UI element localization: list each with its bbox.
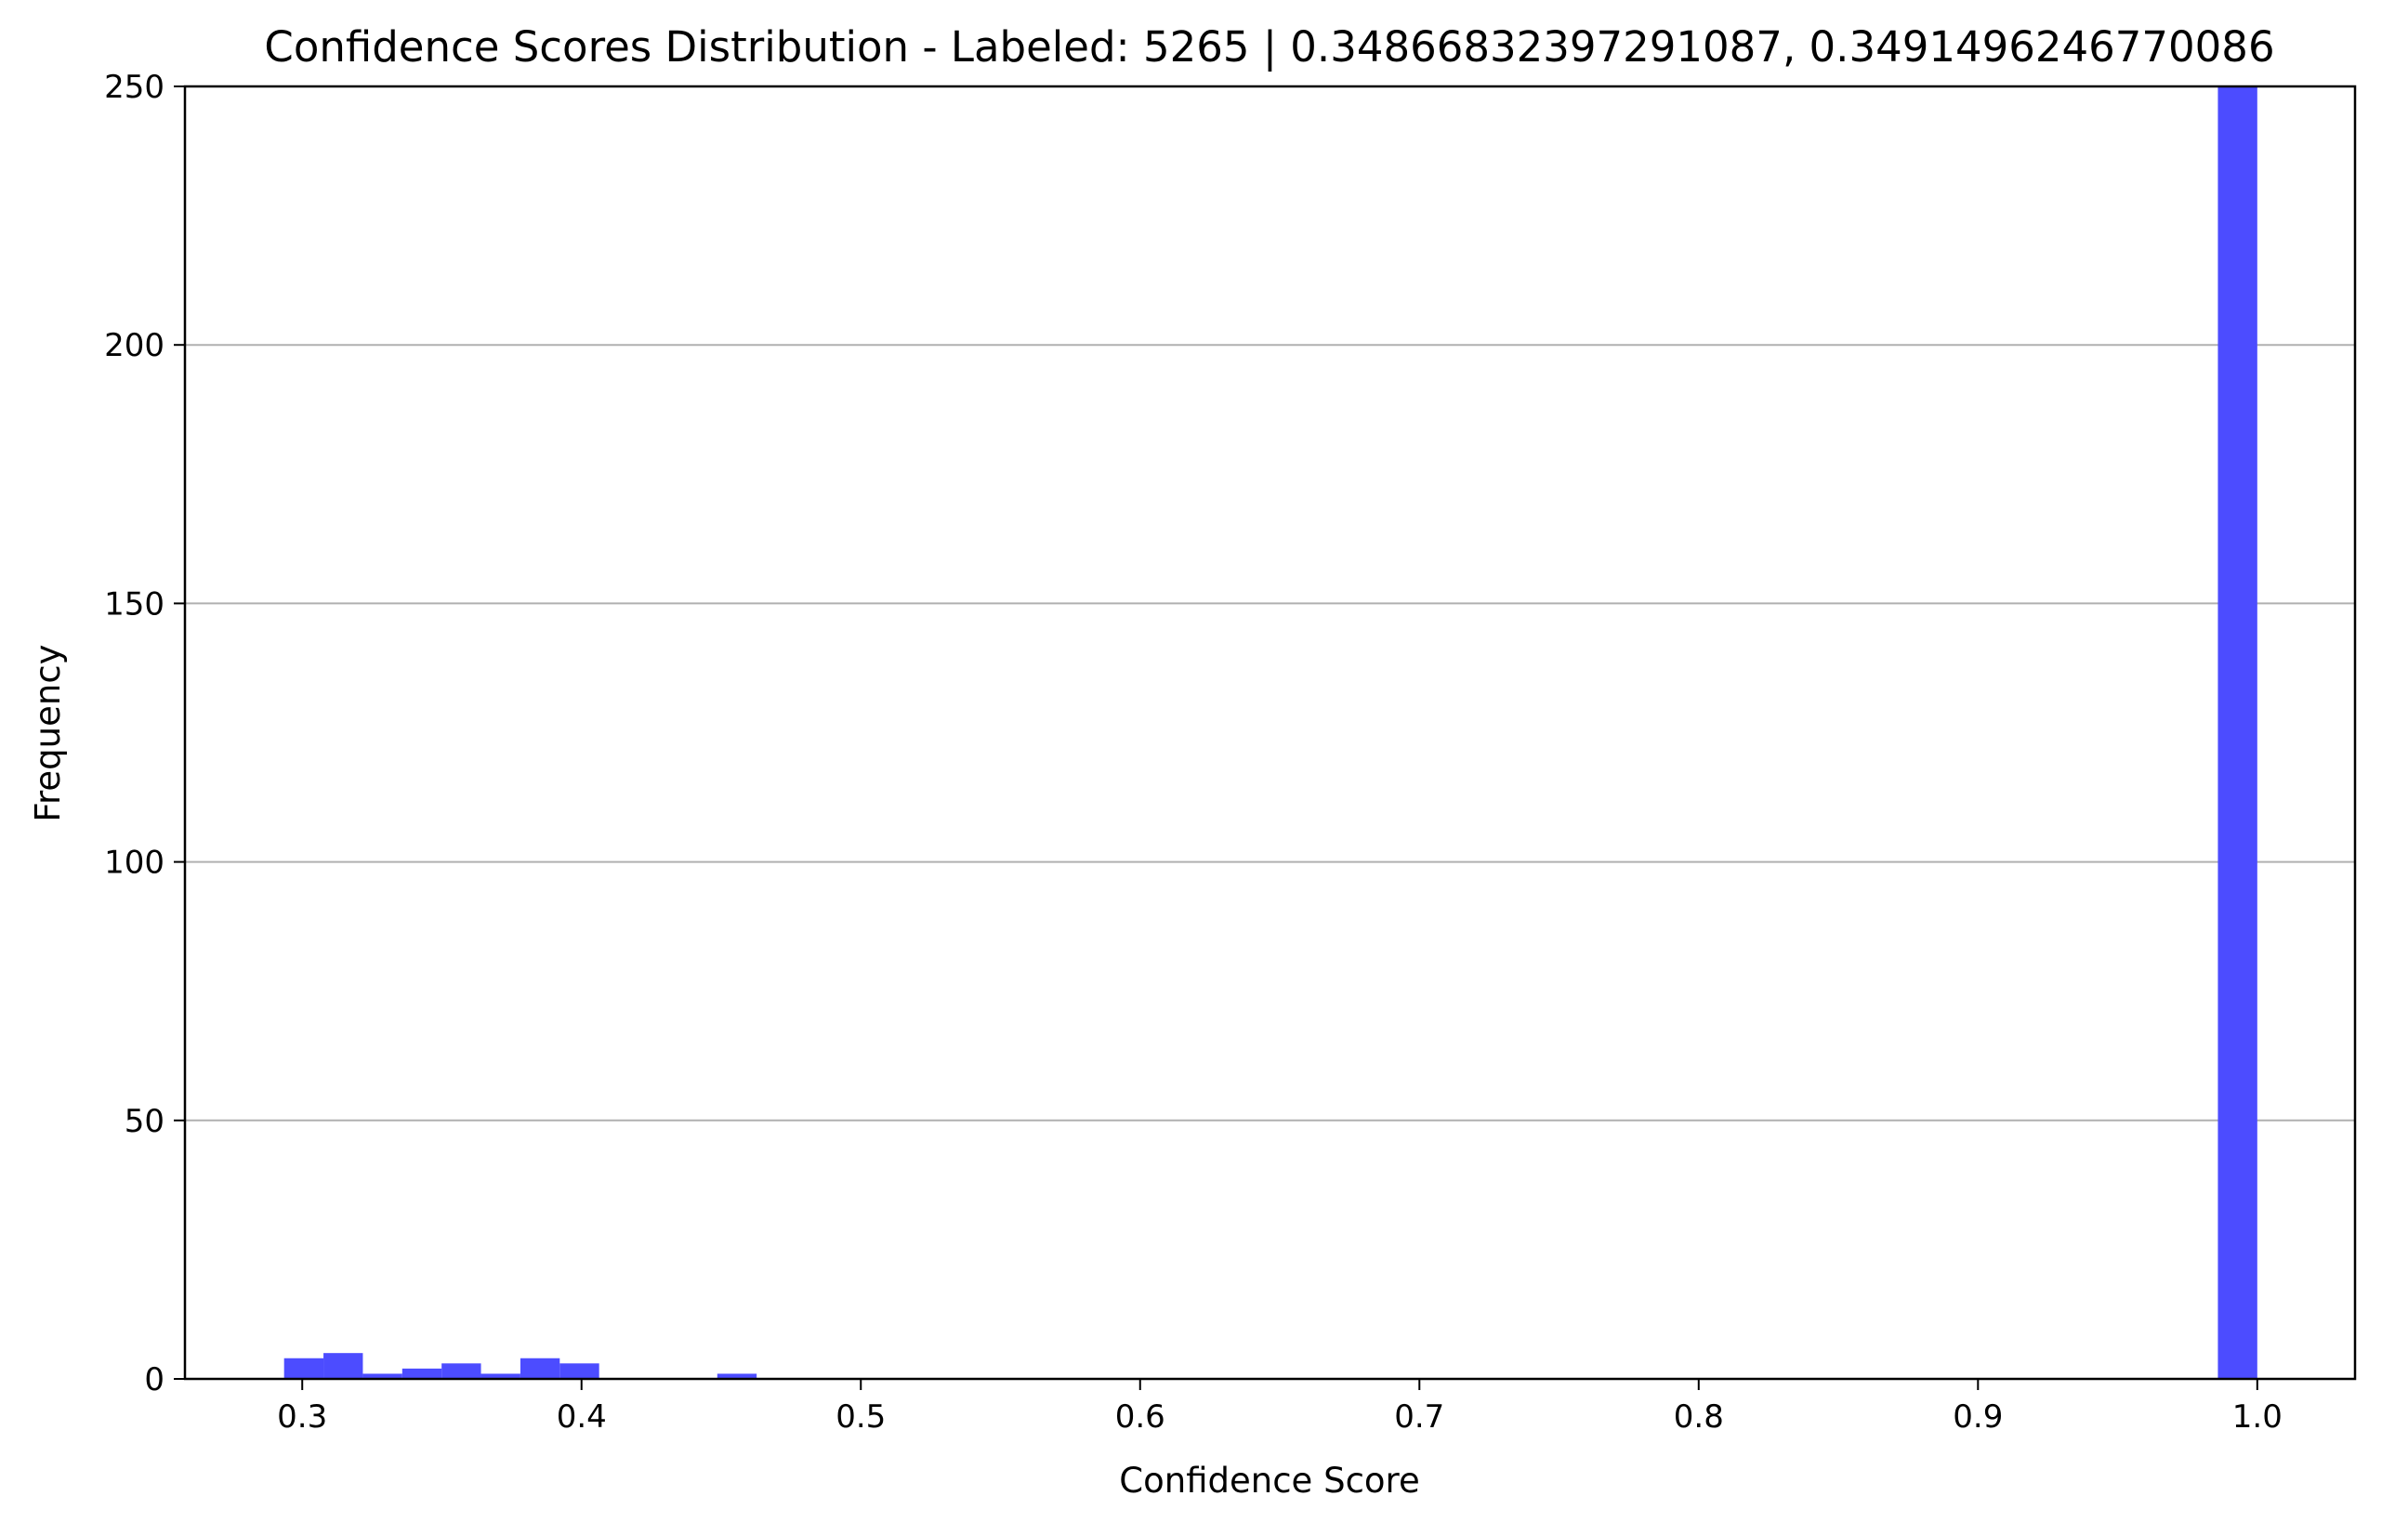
x-tick-label-2: 0.5 [836,1398,886,1436]
histogram-bar-4 [441,1363,481,1379]
grid-lines [185,344,2355,1122]
histogram-bar-1 [323,1353,363,1379]
y-tick-label-2: 100 [104,845,164,882]
x-tick-label-6: 0.9 [1953,1398,2003,1436]
histogram-bar-8 [717,1373,757,1379]
y-tick-label-5: 250 [104,69,164,106]
x-tick-label-1: 0.4 [557,1398,607,1436]
y-tick-label-3: 150 [104,585,164,623]
x-axis-label: Confidence Score [1119,1461,1419,1501]
histogram-bar-5 [480,1373,520,1379]
chart-title: Confidence Scores Distribution - Labeled… [264,22,2274,72]
y-axis-ticks: 0 50 100 150 200 250 [104,69,185,1398]
y-tick-label-1: 50 [125,1103,164,1140]
y-axis-label: Frequency [28,644,68,821]
histogram-bar-2 [362,1373,402,1379]
histogram-bar-6 [520,1358,560,1379]
histogram-bar-0 [283,1358,324,1379]
histogram-bar-9 [2217,86,2257,1379]
y-tick-label-4: 200 [104,327,164,364]
histogram-bars [283,86,2257,1379]
plot-frame [183,85,2357,1381]
x-tick-label-7: 1.0 [2232,1398,2283,1436]
x-tick-label-0: 0.3 [277,1398,327,1436]
x-tick-label-3: 0.6 [1115,1398,1165,1436]
x-axis-ticks: 0.3 0.4 0.5 0.6 0.7 0.8 0.9 1.0 [277,1379,2283,1436]
x-tick-label-4: 0.7 [1394,1398,1444,1436]
histogram-bar-3 [401,1368,442,1379]
histogram-bar-7 [559,1363,599,1379]
y-tick-label-0: 0 [144,1361,164,1398]
x-tick-label-5: 0.8 [1674,1398,1724,1436]
